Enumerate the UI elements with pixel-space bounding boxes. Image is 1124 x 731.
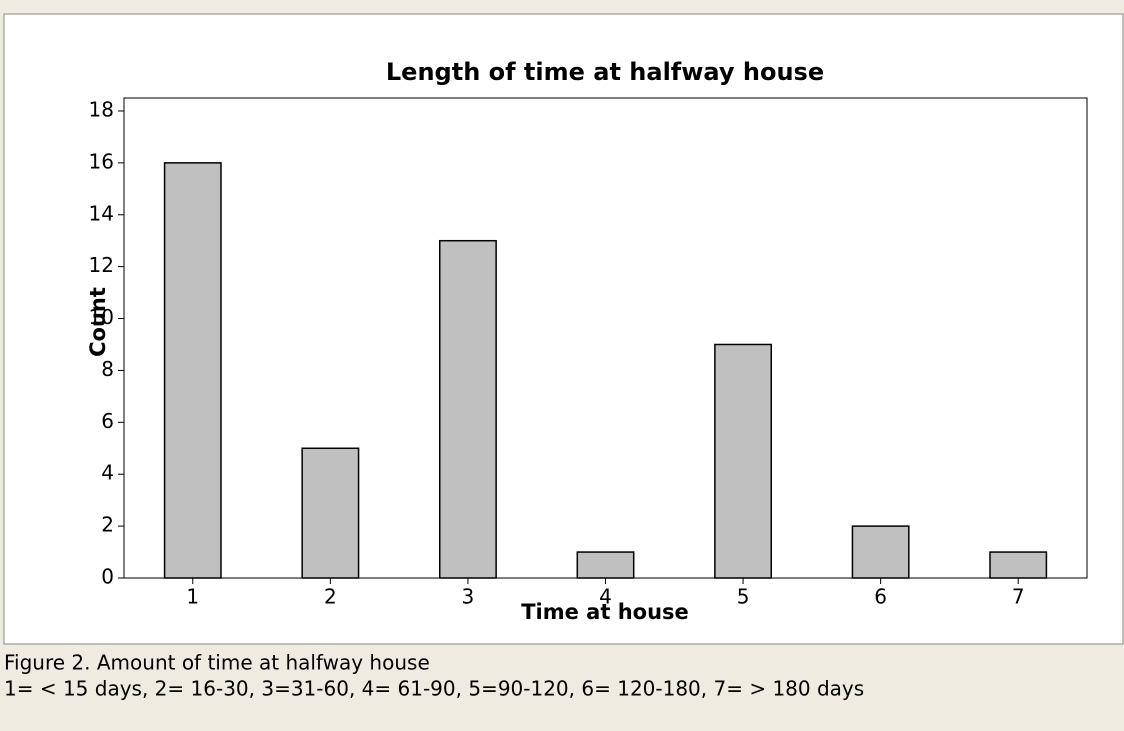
bar — [576, 551, 635, 579]
y-axis-label: Count — [86, 287, 110, 357]
x-tick-label: 4 — [599, 585, 612, 609]
bar — [851, 525, 910, 579]
y-tick-label: 4 — [101, 461, 114, 485]
bar — [163, 162, 222, 579]
y-tick-label: 8 — [101, 357, 114, 381]
y-tick-label: 18 — [89, 97, 114, 121]
x-tick-label: 3 — [462, 585, 475, 609]
chart-title: Length of time at halfway house — [386, 58, 824, 86]
y-tick-label: 16 — [89, 149, 114, 173]
bar — [989, 551, 1048, 579]
y-tick-label: 12 — [89, 253, 114, 277]
caption: 1= < 15 days, 2= 16-30, 3=31-60, 4= 61-9… — [4, 677, 864, 701]
y-tick-label: 10 — [89, 305, 114, 329]
y-tick-label: 6 — [101, 409, 114, 433]
bar — [714, 343, 773, 579]
x-tick-label: 2 — [324, 585, 337, 609]
x-axis-label: Time at house — [521, 600, 689, 624]
y-tick-label: 14 — [89, 201, 114, 225]
x-tick-label: 5 — [737, 585, 750, 609]
caption: Figure 2. Amount of time at halfway hous… — [4, 651, 430, 675]
bar — [301, 447, 360, 579]
x-tick-label: 6 — [874, 585, 887, 609]
y-tick-label: 0 — [101, 565, 114, 589]
x-tick-label: 1 — [186, 585, 199, 609]
plot-frame — [123, 97, 1088, 579]
y-tick-label: 2 — [101, 513, 114, 537]
bar — [438, 239, 497, 579]
x-tick-label: 7 — [1012, 585, 1025, 609]
